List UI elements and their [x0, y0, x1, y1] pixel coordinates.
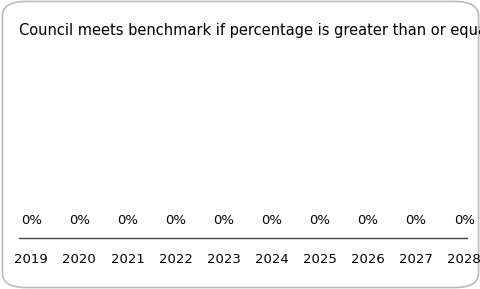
Text: 2024: 2024 — [254, 253, 288, 266]
Text: 0%: 0% — [261, 214, 282, 227]
Text: 2028: 2028 — [446, 253, 480, 266]
Text: 0%: 0% — [21, 214, 42, 227]
Text: 0%: 0% — [453, 214, 474, 227]
Text: 2026: 2026 — [350, 253, 384, 266]
Text: 2021: 2021 — [110, 253, 144, 266]
Text: 2019: 2019 — [14, 253, 48, 266]
Text: 0%: 0% — [405, 214, 426, 227]
Text: 0%: 0% — [309, 214, 330, 227]
Text: 0%: 0% — [165, 214, 186, 227]
Text: 0%: 0% — [213, 214, 234, 227]
Text: Council meets benchmark if percentage is greater than or equal to 100%: Council meets benchmark if percentage is… — [19, 23, 480, 38]
Text: 2027: 2027 — [398, 253, 432, 266]
Text: 2023: 2023 — [206, 253, 240, 266]
Text: 2022: 2022 — [158, 253, 192, 266]
Text: 0%: 0% — [117, 214, 138, 227]
Text: 0%: 0% — [69, 214, 90, 227]
Text: 2020: 2020 — [62, 253, 96, 266]
Text: 2025: 2025 — [302, 253, 336, 266]
Text: 0%: 0% — [357, 214, 378, 227]
